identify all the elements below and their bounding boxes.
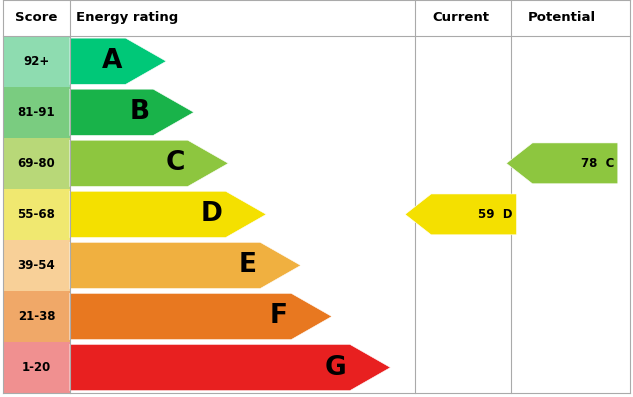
Text: Current: Current bbox=[432, 12, 489, 24]
Polygon shape bbox=[70, 89, 194, 135]
Text: 1-20: 1-20 bbox=[22, 361, 51, 374]
Polygon shape bbox=[506, 143, 618, 184]
Text: Potential: Potential bbox=[528, 12, 596, 24]
Text: D: D bbox=[201, 201, 223, 227]
Text: 81-91: 81-91 bbox=[18, 106, 55, 119]
Bar bbox=[3, 342, 70, 393]
Bar bbox=[3, 138, 70, 189]
Text: 55-68: 55-68 bbox=[18, 208, 55, 221]
Text: 69-80: 69-80 bbox=[18, 157, 55, 170]
Polygon shape bbox=[70, 242, 301, 289]
Polygon shape bbox=[70, 140, 229, 187]
Text: B: B bbox=[130, 99, 150, 125]
Text: 78  C: 78 C bbox=[580, 157, 614, 170]
Text: E: E bbox=[239, 252, 257, 278]
Bar bbox=[3, 189, 70, 240]
Text: 21-38: 21-38 bbox=[18, 310, 55, 323]
Text: Energy rating: Energy rating bbox=[76, 12, 179, 24]
Polygon shape bbox=[405, 194, 517, 235]
Bar bbox=[3, 87, 70, 138]
Polygon shape bbox=[70, 293, 332, 339]
Bar bbox=[3, 240, 70, 291]
Text: G: G bbox=[325, 355, 347, 380]
Text: 59  D: 59 D bbox=[478, 208, 513, 221]
Polygon shape bbox=[70, 38, 166, 85]
Polygon shape bbox=[70, 191, 266, 237]
Polygon shape bbox=[70, 344, 391, 391]
Text: Score: Score bbox=[15, 12, 58, 24]
Text: C: C bbox=[165, 150, 185, 176]
Text: F: F bbox=[270, 303, 288, 330]
Text: 92+: 92+ bbox=[23, 55, 49, 68]
Text: A: A bbox=[102, 48, 122, 74]
Bar bbox=[3, 291, 70, 342]
Bar bbox=[3, 36, 70, 87]
Text: 39-54: 39-54 bbox=[18, 259, 55, 272]
